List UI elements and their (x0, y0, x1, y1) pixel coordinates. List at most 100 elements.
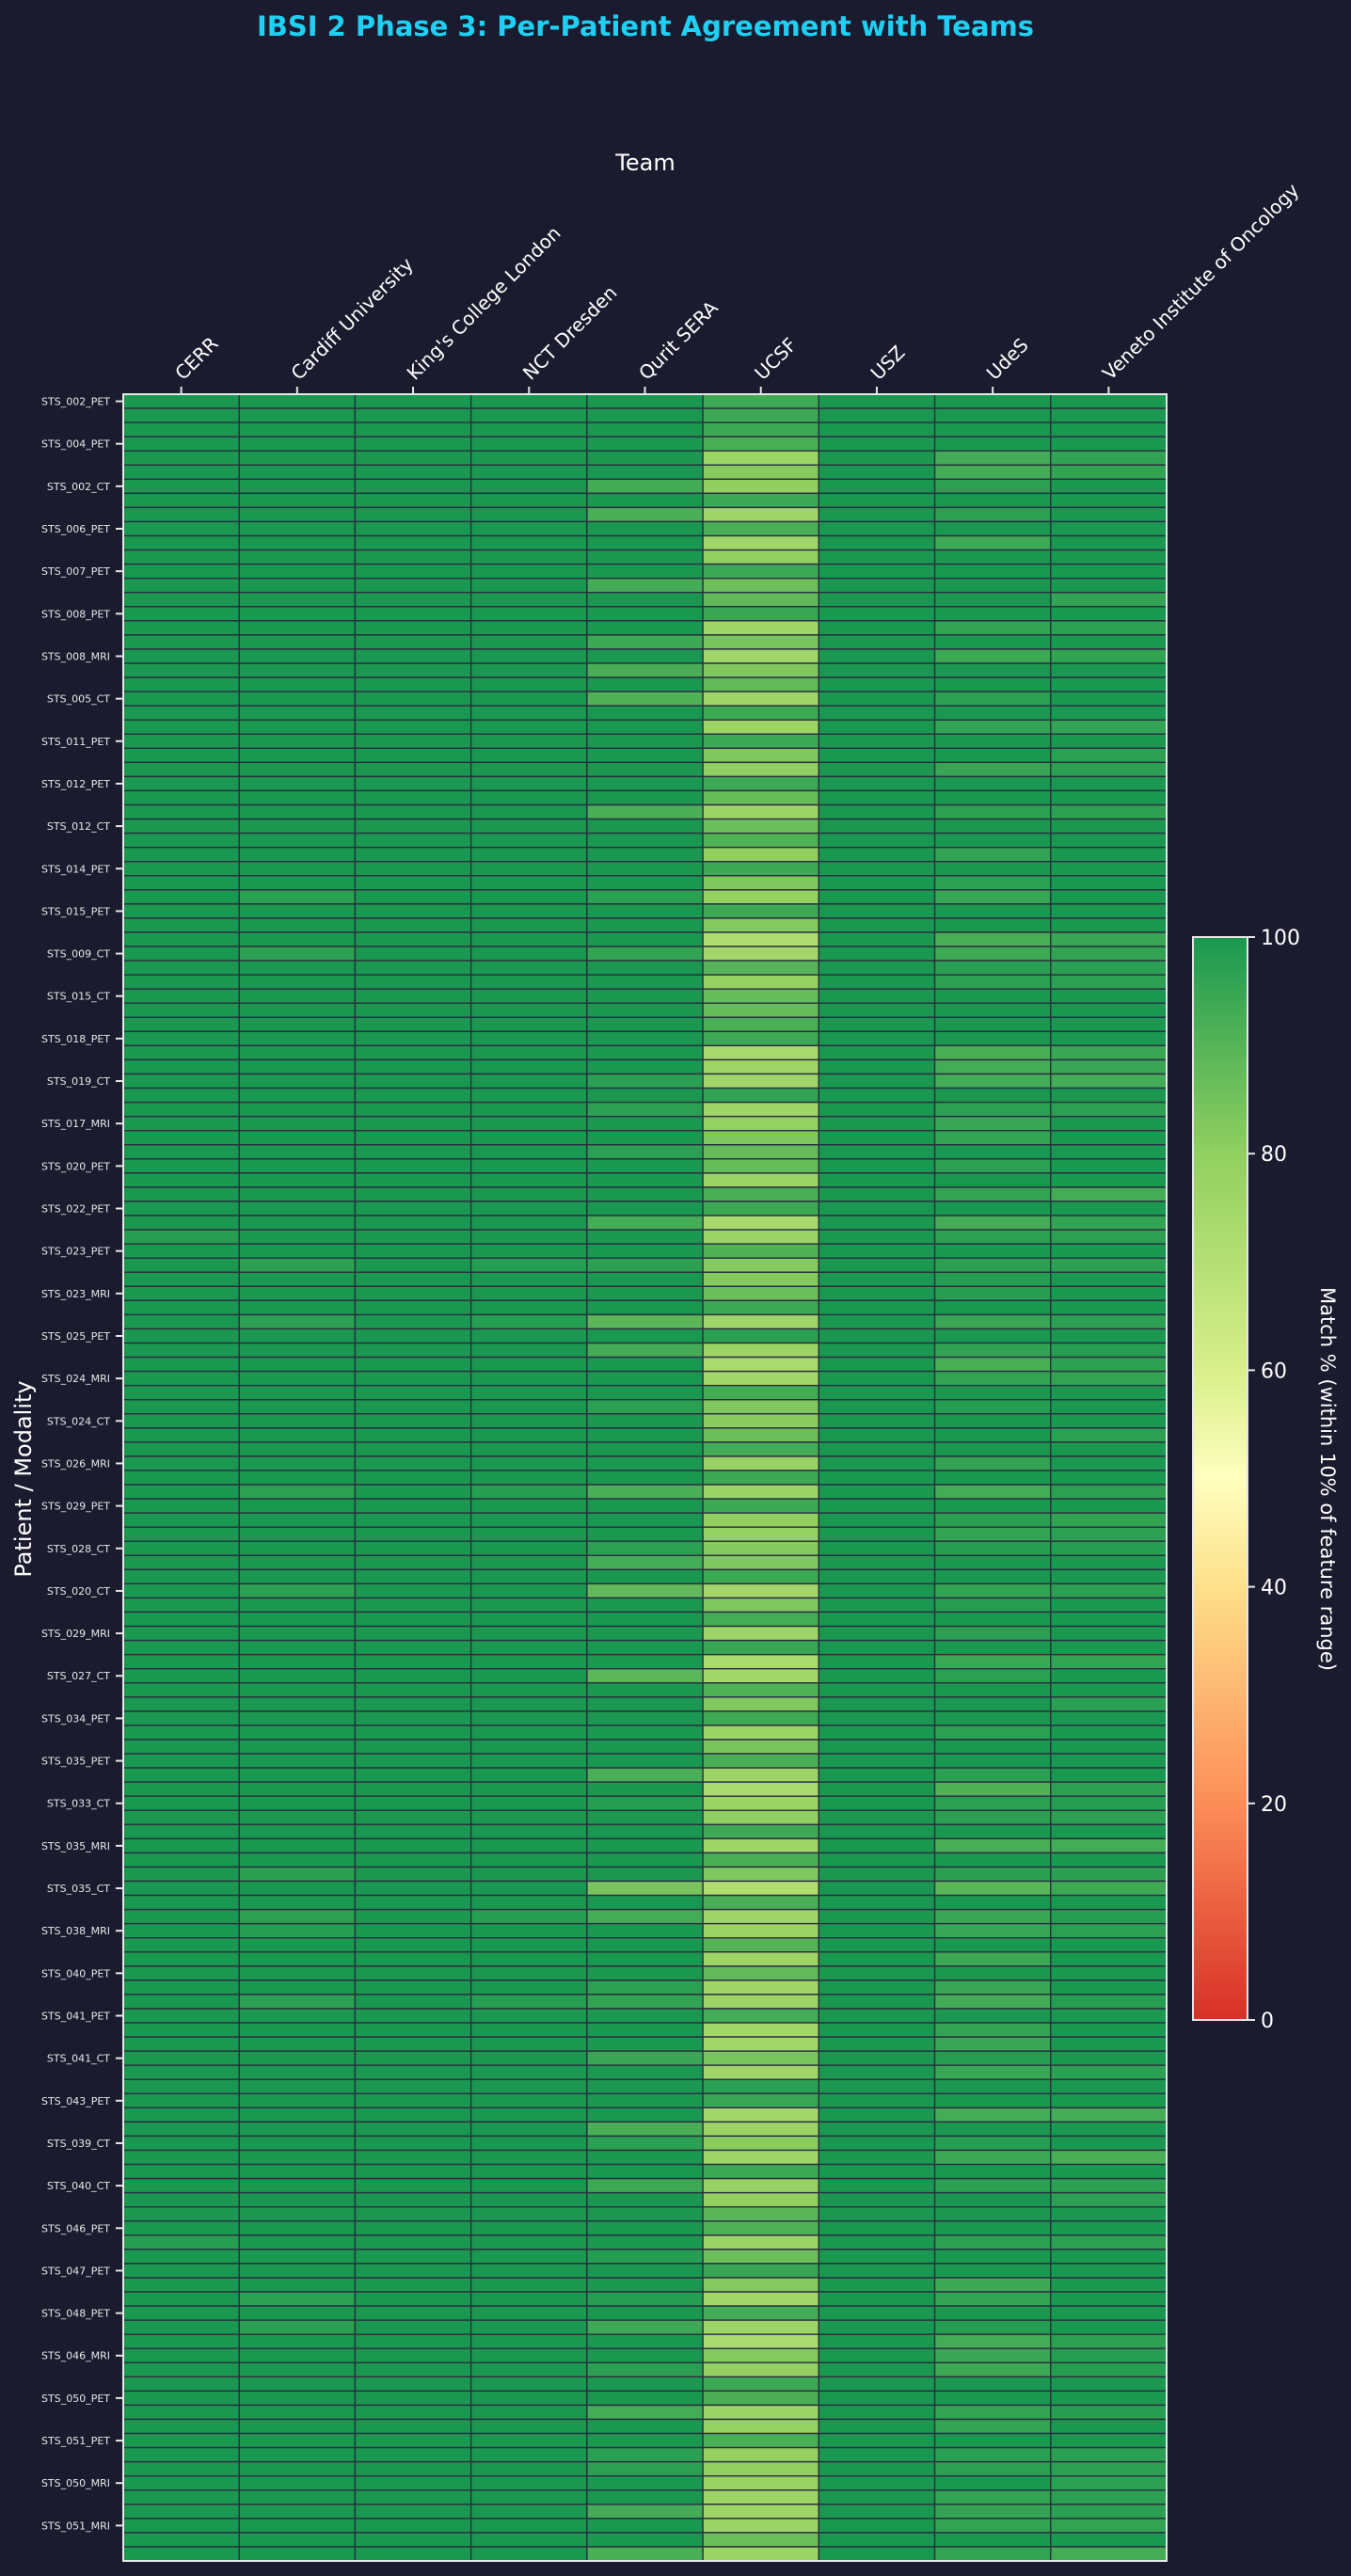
heatmap-cell (818, 2305, 936, 2321)
heatmap-cell (354, 1639, 472, 1656)
heatmap-cell (469, 2333, 588, 2349)
heatmap-cell (238, 2022, 357, 2038)
heatmap-cell (238, 1767, 357, 1783)
heatmap-cell (1050, 1866, 1168, 1883)
heatmap-cell (1050, 1016, 1168, 1033)
heatmap-cell (702, 1852, 820, 1868)
heatmap-cell (702, 2064, 820, 2080)
heatmap-cell (933, 1229, 1052, 1245)
heatmap-cell (818, 520, 936, 537)
heatmap-cell (586, 832, 704, 849)
heatmap-cell (469, 2446, 588, 2463)
heatmap-cell (702, 577, 820, 594)
heatmap-cell (354, 577, 472, 594)
heatmap-cell (702, 2107, 820, 2123)
heatmap-cell (354, 606, 472, 622)
heatmap-cell (933, 960, 1052, 976)
heatmap-cell (702, 1484, 820, 1500)
heatmap-cell (586, 2319, 704, 2335)
heatmap-cell (1050, 1894, 1168, 1911)
heatmap-cell (122, 2050, 240, 2066)
heatmap-cell (818, 662, 936, 678)
colorbar-tick-label: 0 (1261, 2010, 1274, 2033)
y-tick-label: STS_015_CT (47, 991, 110, 1003)
heatmap-cell (238, 803, 357, 820)
heatmap-cell (933, 606, 1052, 622)
heatmap-cell (702, 1908, 820, 1925)
heatmap-cell (818, 705, 936, 721)
heatmap-cell (238, 648, 357, 664)
heatmap-cell (469, 1568, 588, 1585)
heatmap-cell (933, 1271, 1052, 1287)
heatmap-cell (933, 1370, 1052, 1387)
heatmap-cell (818, 407, 936, 423)
heatmap-cell (238, 1512, 357, 1528)
heatmap-cell (122, 1725, 240, 1741)
heatmap-cell (702, 1753, 820, 1769)
heatmap-cell (354, 1130, 472, 1146)
heatmap-cell (354, 1229, 472, 1245)
heatmap-cell (122, 2022, 240, 2038)
heatmap-cell (1050, 1611, 1168, 1628)
heatmap-cell (238, 1455, 357, 1471)
heatmap-cell (238, 1908, 357, 1925)
heatmap-cell (818, 2333, 936, 2349)
heatmap-cell (238, 2135, 357, 2152)
heatmap-cell (122, 1130, 240, 1146)
heatmap-cell (702, 1172, 820, 1188)
heatmap-cell (1050, 2135, 1168, 2152)
heatmap-cell (1050, 719, 1168, 735)
heatmap-cell (354, 592, 472, 608)
heatmap-cell (469, 2163, 588, 2180)
heatmap-cell (586, 2121, 704, 2138)
heatmap-cell (586, 2333, 704, 2349)
heatmap-cell (1050, 2078, 1168, 2094)
y-tick-label: STS_034_PET (41, 1712, 110, 1725)
heatmap-cell (122, 1936, 240, 1953)
heatmap-cell (933, 2135, 1052, 2152)
heatmap-cell (818, 832, 936, 849)
heatmap-cell (122, 506, 240, 523)
heatmap-cell (238, 931, 357, 947)
heatmap-cell (818, 1639, 936, 1656)
heatmap-cell (702, 2050, 820, 2066)
heatmap-cell (122, 1880, 240, 1897)
heatmap-cell (818, 1951, 936, 1967)
heatmap-cell (354, 2135, 472, 2152)
heatmap-cell (354, 875, 472, 891)
y-tick-label: STS_046_MRI (41, 2350, 110, 2362)
heatmap-cell (238, 2220, 357, 2236)
heatmap-cell (818, 2446, 936, 2463)
heatmap-cell (818, 1922, 936, 1939)
heatmap-cell (933, 974, 1052, 990)
heatmap-cell (122, 1285, 240, 1302)
heatmap-cell (122, 1115, 240, 1132)
heatmap-cell (933, 917, 1052, 933)
heatmap-cell (238, 875, 357, 891)
heatmap-cell (933, 2361, 1052, 2378)
heatmap-cell (933, 1554, 1052, 1571)
heatmap-cell (1050, 1710, 1168, 1726)
heatmap-cell (818, 563, 936, 580)
heatmap-cell (1050, 1356, 1168, 1373)
heatmap-cell (818, 1540, 936, 1556)
heatmap-cell (354, 2263, 472, 2279)
heatmap-cell (586, 1894, 704, 1911)
heatmap-cell (1050, 1767, 1168, 1783)
heatmap-cell (586, 1908, 704, 1925)
heatmap-cell (1050, 1285, 1168, 1302)
heatmap-cell (586, 2305, 704, 2321)
heatmap-cell (702, 1455, 820, 1471)
heatmap-cell (1050, 676, 1168, 692)
heatmap-cell (469, 1229, 588, 1245)
heatmap-cell (702, 719, 820, 735)
heatmap-cell (933, 1823, 1052, 1840)
heatmap-cell (354, 705, 472, 721)
heatmap-cell (818, 1795, 936, 1811)
heatmap-cell (469, 2347, 588, 2363)
heatmap-cell (1050, 2008, 1168, 2024)
heatmap-cell (238, 2489, 357, 2505)
heatmap-cell (933, 2022, 1052, 2038)
y-tick-labels: STS_002_PET STS_004_PET STS_002_CT STS_006_… (41, 396, 123, 2532)
heatmap-cell (238, 846, 357, 863)
